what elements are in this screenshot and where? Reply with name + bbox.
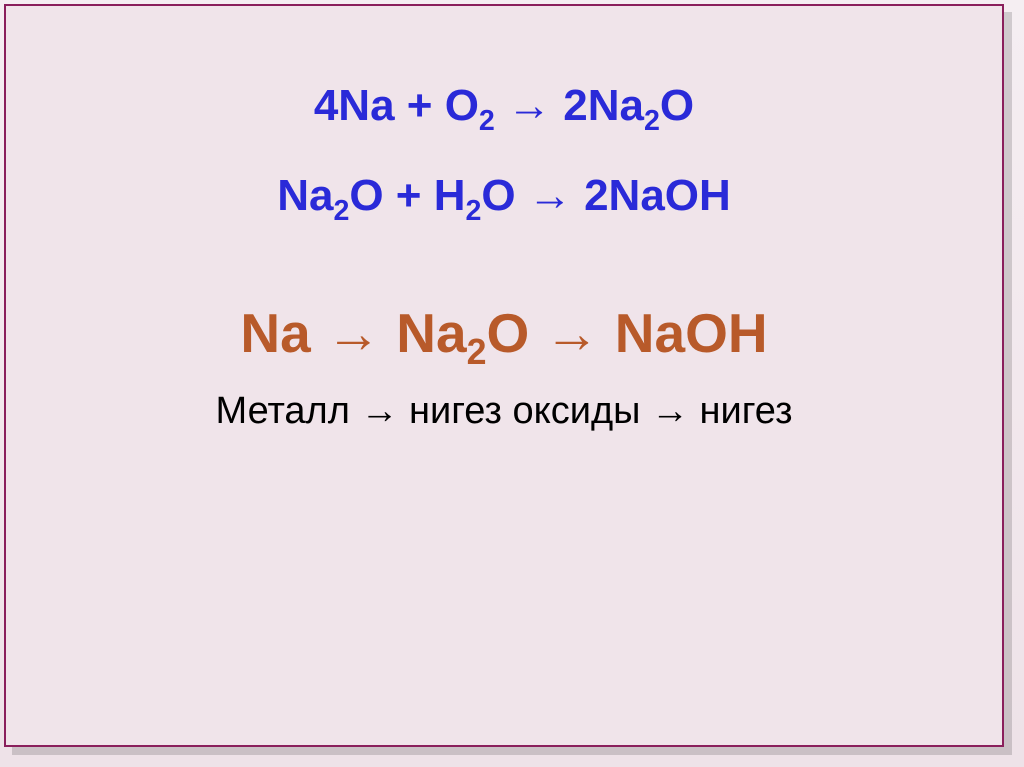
slide-frame: 4Na + O2 → 2Na2O Na2O + H2O → 2NaOH Na →… [4,4,1004,747]
equation-3: Na → Na2O → NaOH [240,301,767,365]
equation-2: Na2O + H2O → 2NaOH [277,171,731,221]
equation-4: Металл → нигез оксиды → нигез [215,390,792,433]
slide-content: 4Na + O2 → 2Na2O Na2O + H2O → 2NaOH Na →… [6,6,1002,745]
equation-1: 4Na + O2 → 2Na2O [314,81,694,131]
